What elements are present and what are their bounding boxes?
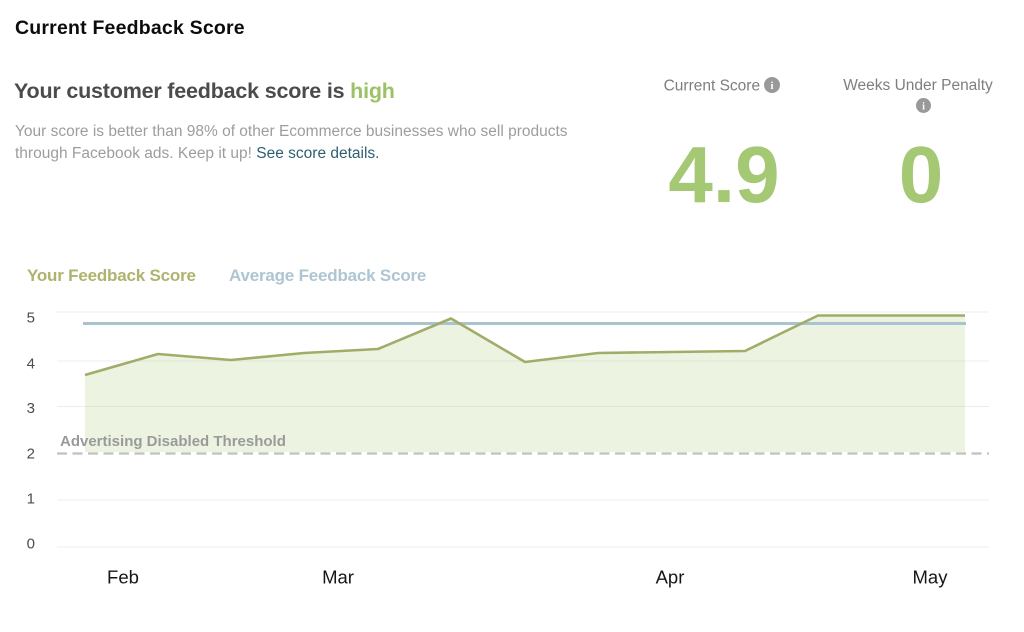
svg-text:Advertising Disabled Threshold: Advertising Disabled Threshold — [60, 433, 286, 450]
svg-text:Mar: Mar — [322, 567, 354, 588]
svg-text:5: 5 — [27, 310, 35, 327]
svg-text:May: May — [913, 567, 949, 588]
svg-text:Apr: Apr — [656, 567, 685, 588]
svg-text:0: 0 — [27, 536, 35, 553]
svg-text:i: i — [771, 80, 774, 92]
svg-text:4: 4 — [27, 356, 35, 373]
svg-text:i: i — [922, 101, 925, 112]
svg-text:2: 2 — [27, 446, 35, 463]
svg-text:3: 3 — [27, 400, 35, 417]
svg-text:1: 1 — [27, 491, 35, 508]
svg-text:Feb: Feb — [107, 567, 139, 588]
